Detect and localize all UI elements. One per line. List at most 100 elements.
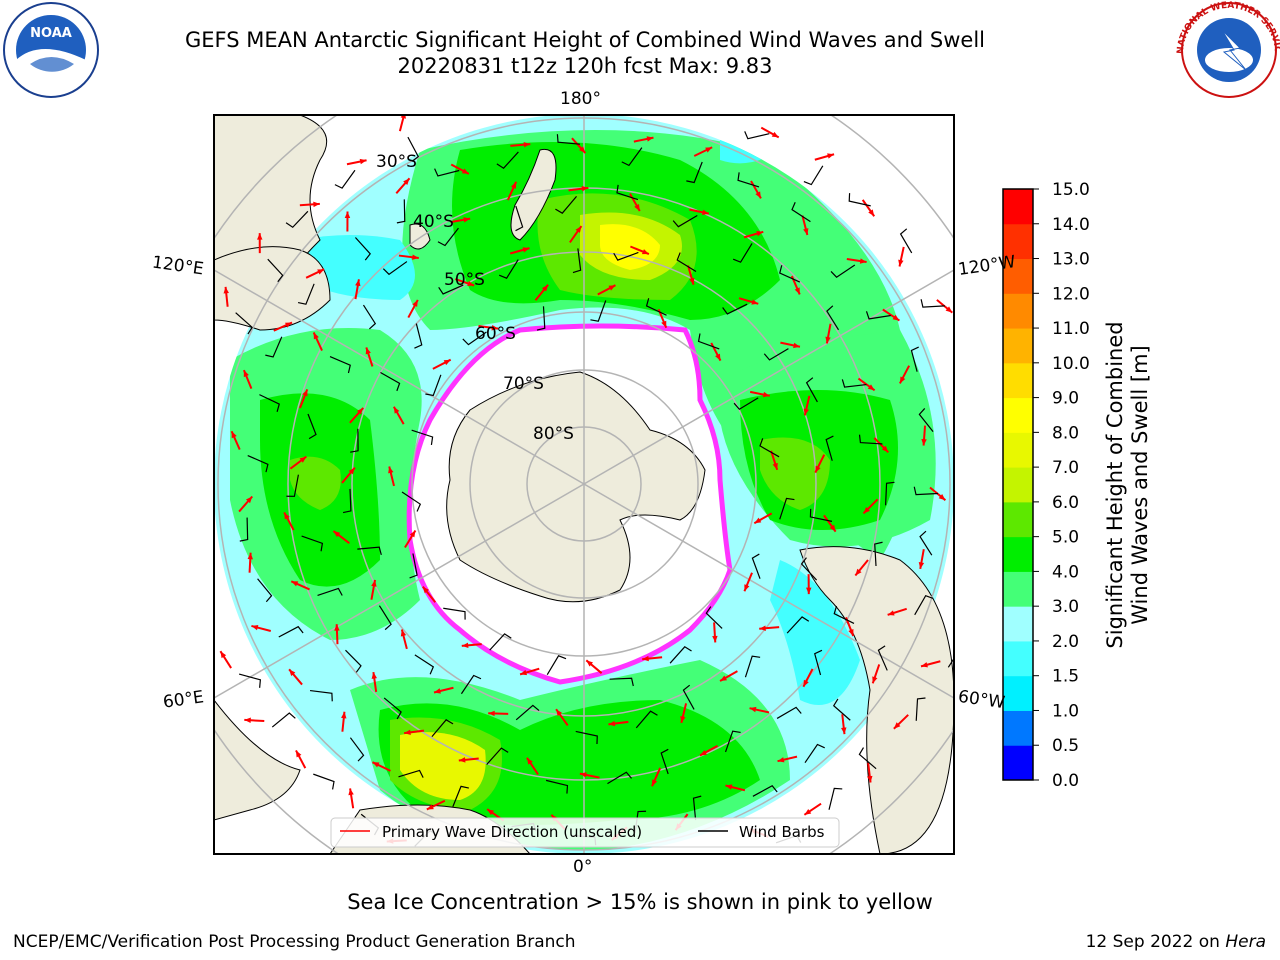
wave-arrow-head xyxy=(295,750,302,758)
wave-arrow-head xyxy=(575,226,582,233)
wave-arrow-head xyxy=(523,141,531,148)
wave-arrow-head xyxy=(872,676,878,684)
colorbar-tick-label: 1.5 xyxy=(1052,667,1079,687)
wave-arrow-head xyxy=(461,642,469,649)
footer-date: 12 Sep 2022 on Hera xyxy=(1086,932,1266,952)
wind-barb xyxy=(779,265,801,283)
wave-arrow-head xyxy=(372,762,380,768)
wave-arrow-head xyxy=(341,711,347,719)
wave-direction-arrow xyxy=(398,115,406,132)
wind-barb xyxy=(913,486,939,496)
wave-arrow-head xyxy=(938,493,946,501)
wave-arrow-head xyxy=(751,299,759,305)
colorbar-label-line1: Significant Height of Combined xyxy=(1103,321,1127,649)
wind-barb xyxy=(833,605,855,624)
wave-arrow-head xyxy=(867,384,875,391)
wave-arrow-head xyxy=(231,431,237,439)
wind-barb xyxy=(317,587,343,597)
lon-label-0: 0° xyxy=(573,857,593,877)
colorbar-tick-label: 6.0 xyxy=(1052,493,1079,513)
wind-barb xyxy=(635,710,658,729)
wind-barb xyxy=(334,169,356,189)
wind-barb xyxy=(545,779,569,794)
wind-barb xyxy=(744,655,761,678)
colorbar-tick-label: 10.0 xyxy=(1052,354,1090,374)
wave-arrow-head xyxy=(689,277,695,285)
colorbar-tick-label: 0.0 xyxy=(1052,771,1079,791)
sea-ice-note: Sea Ice Concentration > 15% is shown in … xyxy=(347,890,933,914)
wind-barb xyxy=(556,134,580,145)
wave-arrow-head xyxy=(918,562,925,569)
colorbar-tick-label: 7.0 xyxy=(1052,458,1079,478)
wave-arrow-head xyxy=(289,669,296,676)
wind-barb xyxy=(733,397,759,410)
lat-label-30s: 30°S xyxy=(376,152,417,172)
wind-barb xyxy=(546,655,567,675)
wind-barb xyxy=(814,649,823,676)
wind-barb xyxy=(515,205,524,232)
chart-title: GEFS MEAN Antarctic Significant Height o… xyxy=(184,28,986,52)
wind-barb xyxy=(380,371,401,392)
wind-barb-legend-label: Wind Barbs xyxy=(739,823,825,841)
wave-arrow-head xyxy=(491,325,499,331)
colorbar-segment xyxy=(1003,432,1033,468)
wind-barb xyxy=(498,259,519,279)
wave-arrow-head xyxy=(899,376,906,384)
wind-barb xyxy=(575,730,598,745)
lat-label-60s: 60°S xyxy=(475,324,516,344)
wind-barb xyxy=(828,787,843,810)
wave-arrow-head xyxy=(815,465,821,473)
wave-arrow-head xyxy=(720,675,727,682)
wave-arrow-head xyxy=(855,568,862,576)
wind-barb xyxy=(910,346,919,372)
wind-barb xyxy=(257,578,273,603)
lat-label-40s: 40°S xyxy=(413,212,454,232)
wave-arrow-head xyxy=(443,359,451,366)
wind-barb xyxy=(313,773,335,790)
colorbar-segment xyxy=(1003,467,1033,503)
wave-arrow-head xyxy=(344,211,351,218)
wave-arrow-head xyxy=(579,146,586,154)
colorbar: 0.0 0.5 1.0 1.5 2.0 3.0 4.0 5.0 6.0 7.0 8.0 9.0 10.0… xyxy=(1002,180,1090,791)
wind-barb xyxy=(378,605,392,631)
wind-barb xyxy=(915,697,926,721)
wave-arrow-head xyxy=(868,209,875,217)
graticule xyxy=(214,115,954,854)
wind-barb xyxy=(285,210,309,229)
wind-barb xyxy=(616,184,639,201)
wind-barb xyxy=(830,264,856,278)
wave-arrow-head xyxy=(803,408,809,416)
wave-arrow-head xyxy=(881,445,889,453)
wave-arrow-head xyxy=(510,181,517,189)
wind-barb xyxy=(832,698,851,721)
wind-barb xyxy=(609,677,634,687)
wind-barb xyxy=(841,379,867,388)
chart-subtitle: 20220831 t12z 120h fcst Max: 9.83 xyxy=(397,54,773,78)
wave-arrow-head xyxy=(541,284,549,292)
wind-barb xyxy=(235,312,253,335)
wave-arrow-head xyxy=(220,651,227,659)
wave-arrow-head xyxy=(313,332,319,340)
colorbar-segment xyxy=(1003,293,1033,329)
colorbar-tick-label: 4.0 xyxy=(1052,562,1079,582)
wave-arrow-head xyxy=(520,669,528,676)
wave-arrow-head xyxy=(803,679,809,687)
wave-arrow-head xyxy=(223,286,229,294)
wave-arrow-head xyxy=(887,610,895,616)
wave-arrow-head xyxy=(803,228,809,236)
wind-barb xyxy=(809,508,833,522)
wave-arrow-head xyxy=(299,456,307,463)
wind-barb xyxy=(705,606,723,629)
wave-arrow-head xyxy=(608,720,616,727)
wave-arrow-head xyxy=(725,784,733,790)
wind-barb xyxy=(362,304,377,330)
wind-barb xyxy=(438,284,464,295)
wave-arrow-head xyxy=(642,655,649,662)
colorbar-segment xyxy=(1003,328,1033,364)
wind-barb xyxy=(899,228,913,254)
wave-arrow-head xyxy=(467,280,475,287)
wave-arrow-head xyxy=(393,406,400,414)
wind-barb xyxy=(804,743,825,763)
colorbar-segment xyxy=(1003,223,1033,260)
wave-arrow-head xyxy=(400,629,407,637)
